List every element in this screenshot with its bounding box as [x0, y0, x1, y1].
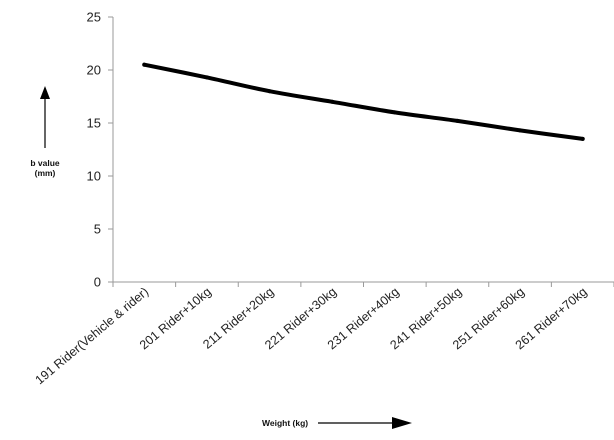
data-point [392, 110, 397, 115]
x-ticks: 191 Rider(Vehicle & rider)201 Rider+10kg… [33, 282, 614, 387]
y-tick-label: 5 [94, 222, 101, 237]
data-point [142, 62, 147, 67]
x-arrow-head [392, 417, 412, 429]
data-point [330, 99, 335, 104]
data-point [455, 118, 460, 123]
data-point [580, 136, 585, 141]
y-axis-title-group: b value (mm) [30, 86, 60, 178]
data-point [518, 128, 523, 133]
data-point [204, 75, 209, 80]
series [142, 62, 585, 141]
y-axis-title-line2: (mm) [35, 168, 56, 178]
y-arrow-head [40, 86, 50, 99]
y-ticks: 0 5 10 15 20 25 [87, 10, 113, 290]
y-tick-label: 15 [87, 116, 101, 131]
y-axis-title-line1: b value [30, 158, 60, 168]
x-tick-label: 191 Rider(Vehicle & rider) [33, 285, 152, 388]
y-tick-label: 10 [87, 169, 101, 184]
y-tick-label: 25 [87, 10, 101, 25]
data-point [267, 89, 272, 94]
y-tick-label: 20 [87, 63, 101, 78]
series-line [142, 62, 585, 141]
y-tick-label: 0 [94, 275, 101, 290]
x-axis-title-group: Weight (kg) [262, 417, 412, 429]
axes [112, 17, 614, 283]
x-axis-title: Weight (kg) [262, 418, 308, 428]
